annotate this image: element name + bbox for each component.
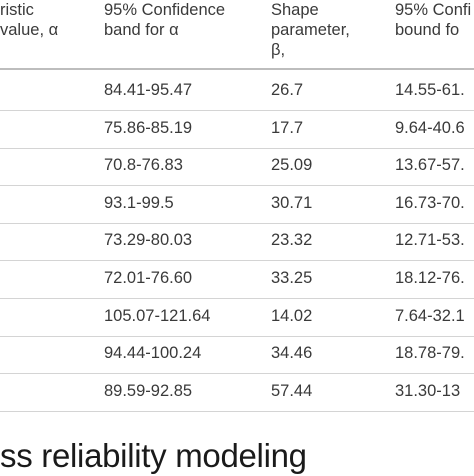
shape-parameter-cell: 34.46 <box>271 344 313 362</box>
shape-parameter-cell: 23.32 <box>271 231 313 249</box>
header-shape-parameter: Shape parameter, β, <box>271 0 350 60</box>
confidence-band-cell: 94.44-100.24 <box>104 344 202 362</box>
confidence-band-cell: 89.59-92.85 <box>104 382 193 400</box>
header-characteristic-line1: ristic <box>0 1 34 19</box>
confidence-band-cell: 73.29-80.03 <box>104 231 193 249</box>
shape-parameter-cell: 30.71 <box>271 194 313 212</box>
header-bound-line1: 95% Confi <box>395 1 472 19</box>
shape-parameter-cell: 33.25 <box>271 269 313 287</box>
confidence-bound-cell: 16.73-70. <box>395 194 465 212</box>
row-divider <box>0 298 474 299</box>
confidence-bound-cell: 18.78-79. <box>395 344 465 362</box>
row-divider <box>0 223 474 224</box>
caption-text: ss reliability modeling <box>0 437 307 474</box>
row-divider <box>0 185 474 186</box>
shape-parameter-cell: 26.7 <box>271 81 304 99</box>
row-divider <box>0 411 474 412</box>
header-characteristic-value: ristic value, α <box>0 0 58 40</box>
confidence-bound-cell: 13.67-57. <box>395 156 465 174</box>
confidence-bound-cell: 7.64-32.1 <box>395 307 465 325</box>
confidence-band-cell: 70.8-76.83 <box>104 156 183 174</box>
header-divider <box>0 68 474 70</box>
shape-parameter-cell: 57.44 <box>271 382 313 400</box>
shape-parameter-cell: 25.09 <box>271 156 313 174</box>
header-shape-line2: parameter, <box>271 21 350 39</box>
row-divider <box>0 260 474 261</box>
confidence-bound-cell: 14.55-61. <box>395 81 465 99</box>
confidence-bound-cell: 18.12-76. <box>395 269 465 287</box>
confidence-band-cell: 84.41-95.47 <box>104 81 193 99</box>
row-divider <box>0 373 474 374</box>
shape-parameter-cell: 14.02 <box>271 307 313 325</box>
shape-parameter-cell: 17.7 <box>271 119 304 137</box>
confidence-band-cell: 105.07-121.64 <box>104 307 211 325</box>
confidence-bound-cell: 9.64-40.6 <box>395 119 465 137</box>
header-bound-line2: bound fo <box>395 21 460 39</box>
header-confidence-line2: band for α <box>104 21 179 39</box>
header-characteristic-line2: value, α <box>0 21 59 39</box>
header-shape-line3: β, <box>271 41 286 59</box>
confidence-band-cell: 75.86-85.19 <box>104 119 193 137</box>
header-confidence-bound: 95% Confi bound fo <box>395 0 471 40</box>
header-shape-line1: Shape <box>271 1 319 19</box>
row-divider <box>0 336 474 337</box>
header-confidence-band-alpha: 95% Confidence band for α <box>104 0 225 40</box>
row-divider <box>0 148 474 149</box>
confidence-bound-cell: 12.71-53. <box>395 231 465 249</box>
header-confidence-line1: 95% Confidence <box>104 1 226 19</box>
confidence-bound-cell: 31.30-13 <box>395 382 461 400</box>
row-divider <box>0 110 474 111</box>
confidence-band-cell: 93.1-99.5 <box>104 194 174 212</box>
confidence-band-cell: 72.01-76.60 <box>104 269 193 287</box>
